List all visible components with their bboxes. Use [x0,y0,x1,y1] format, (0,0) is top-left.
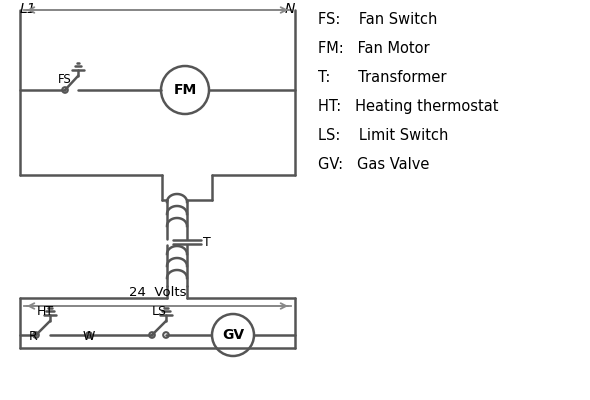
Text: 24  Volts: 24 Volts [129,286,186,299]
Text: T:      Transformer: T: Transformer [318,70,447,85]
Text: W: W [83,330,95,344]
Text: GV:   Gas Valve: GV: Gas Valve [318,157,430,172]
Text: GV: GV [222,328,244,342]
Text: N: N [284,2,295,16]
Text: FM:   Fan Motor: FM: Fan Motor [318,41,430,56]
Text: LS: LS [152,305,166,318]
Text: FM: FM [173,83,196,97]
Text: T: T [203,236,211,248]
Text: 120 Volts: 120 Volts [127,0,188,3]
Text: L1: L1 [20,2,37,16]
Text: LS:    Limit Switch: LS: Limit Switch [318,128,448,143]
Text: HT: HT [37,305,54,318]
Text: R: R [29,330,38,344]
Text: FS: FS [58,73,72,86]
Text: HT:   Heating thermostat: HT: Heating thermostat [318,99,499,114]
Text: FS:    Fan Switch: FS: Fan Switch [318,12,437,27]
